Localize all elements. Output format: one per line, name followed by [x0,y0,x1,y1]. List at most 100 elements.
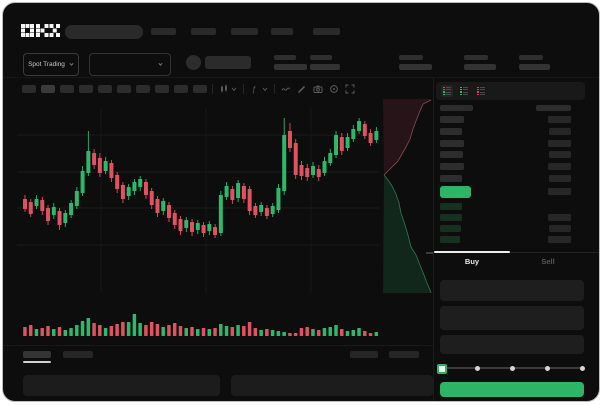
mode-line [480,86,485,88]
bottom-divider [3,345,433,346]
timeframe-button-6[interactable] [117,85,131,93]
timeframe-button-10[interactable] [193,85,207,93]
chevron-down-icon [69,62,74,66]
timeframe-button-4[interactable] [79,85,93,93]
stat-3 [399,55,432,70]
settings-button[interactable] [329,84,339,94]
line-style-button[interactable] [281,84,291,94]
mode-line [480,93,485,96]
ask-row-price[interactable] [440,127,462,135]
stat-label [464,55,488,60]
bid-row-price[interactable] [440,203,462,210]
nav-item-3[interactable] [231,28,258,35]
nav-item-4[interactable] [271,28,293,35]
stat-value [310,64,340,70]
stat-label [274,55,296,60]
tab-sell[interactable]: Sell [541,257,555,266]
mode-dot [459,93,462,96]
camera-button[interactable] [313,84,323,94]
timeframe-button-9[interactable] [174,85,188,93]
slider-handle[interactable] [437,363,447,374]
active-tab-underline [434,251,510,253]
timeframe-button-3[interactable] [60,85,74,93]
pair-coin-icon [186,55,201,70]
order-total-field[interactable] [440,335,584,354]
tabs-divider [434,252,599,253]
search-input[interactable] [65,25,143,39]
mode-line [463,89,468,91]
ask-row-amount [548,116,571,123]
last-price-amount [548,188,571,195]
svg-text:ƒ: ƒ [252,85,256,94]
market-type-label: Spot Trading [28,61,65,68]
bid-row-price[interactable] [440,236,460,243]
chevron-down-icon [231,87,237,91]
bottom-tab-underline [23,361,51,363]
book-asks-icon-button[interactable] [475,85,487,97]
ask-row-price[interactable] [440,163,464,171]
price-chart[interactable] [3,3,600,402]
ask-row-price[interactable] [440,151,463,159]
mode-dot [476,93,479,96]
bottom-tab-2[interactable] [63,351,93,358]
fullscreen-button[interactable] [345,84,355,94]
bottom-tab-3[interactable] [350,351,378,358]
bid-row-price[interactable] [440,214,462,221]
mode-line [480,91,485,93]
timeframe-button-7[interactable] [136,85,150,93]
mode-line [446,91,451,93]
header-divider [3,77,599,78]
draw-button[interactable] [297,84,307,94]
nav-item-1[interactable] [151,28,176,35]
book-both-icon-button[interactable] [441,85,453,97]
nav-item-2[interactable] [191,28,216,35]
camera-icon [313,85,323,93]
stat-label [399,55,423,60]
pair-name-placeholder [205,56,251,69]
orderbook-last-price[interactable] [440,186,471,198]
mode-line [463,93,468,96]
mode-line [446,93,451,96]
okx-logo[interactable]: OKX [21,24,60,37]
candle-type-button[interactable] [219,84,237,94]
ask-row-price[interactable] [440,175,462,182]
timeframe-button-2[interactable] [41,85,55,93]
ask-row-amount [549,175,571,182]
bid-row-amount [548,236,571,243]
stat-2 [310,55,340,70]
amount-slider[interactable] [437,363,585,374]
chevron-down-icon [158,62,163,66]
tab-buy[interactable]: Buy [464,257,480,266]
pair-dropdown[interactable] [89,53,171,76]
order-amount-field[interactable] [440,306,584,330]
mode-line [480,89,485,91]
chevron-down-icon [262,87,268,91]
slider-stop-75pct[interactable] [544,365,550,371]
settings-icon [330,85,338,93]
slider-stop-100pct[interactable] [579,365,585,371]
indicators-button[interactable]: ƒ [250,84,268,94]
ask-row-amount [549,127,571,135]
bid-row-price[interactable] [440,225,461,232]
candle-type-icon [221,84,227,93]
book-bids-icon-button[interactable] [458,85,470,97]
market-type-dropdown[interactable]: Spot Trading [23,53,79,76]
buy-submit-button[interactable] [440,382,584,397]
bottom-tab-4[interactable] [389,351,419,358]
timeframe-button-8[interactable] [155,85,169,93]
bottom-tab-open-orders[interactable] [23,351,51,358]
orderbook-view-modes [436,82,585,100]
fullscreen-icon [345,84,355,94]
slider-stop-50pct[interactable] [509,365,515,371]
stat-5 [519,55,550,70]
timeframe-button-1[interactable] [22,85,36,93]
mode-dot [442,91,445,93]
stat-4 [464,55,496,70]
nav-item-5[interactable] [313,28,340,35]
ask-row-price[interactable] [440,116,464,123]
timeframe-button-5[interactable] [98,85,112,93]
order-price-field[interactable] [440,280,584,301]
indicators-icon: ƒ [252,85,256,94]
slider-stop-25pct[interactable] [474,365,480,371]
ask-row-price[interactable] [440,139,464,147]
